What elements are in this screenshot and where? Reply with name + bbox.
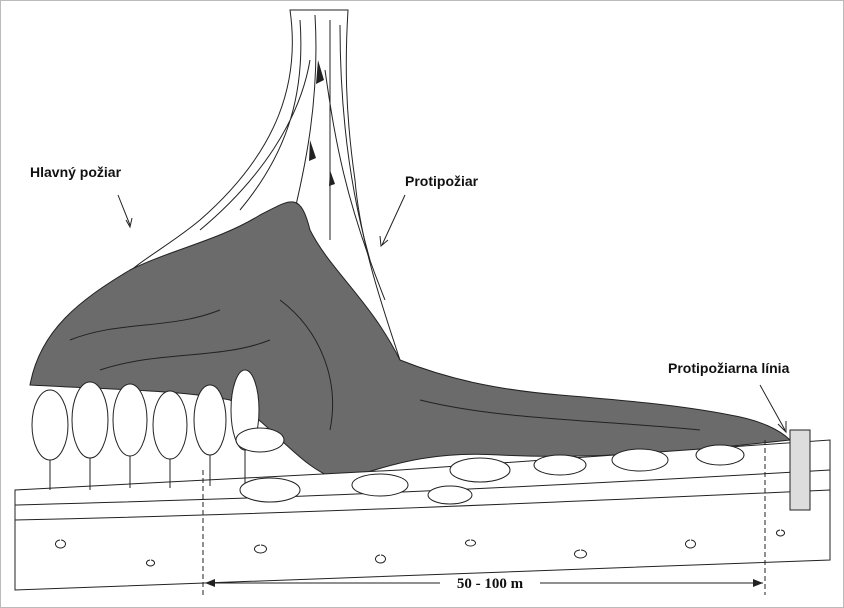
label-counter-fire: Protipožiar <box>405 173 479 189</box>
label-main-fire: Hlavný požiar <box>30 164 122 180</box>
scale-label: 50 - 100 m <box>457 576 524 592</box>
label-fire-line: Protipožiarna línia <box>668 360 790 376</box>
illustration: Hlavný požiar Protipožiar Protipožiarna … <box>0 0 844 608</box>
